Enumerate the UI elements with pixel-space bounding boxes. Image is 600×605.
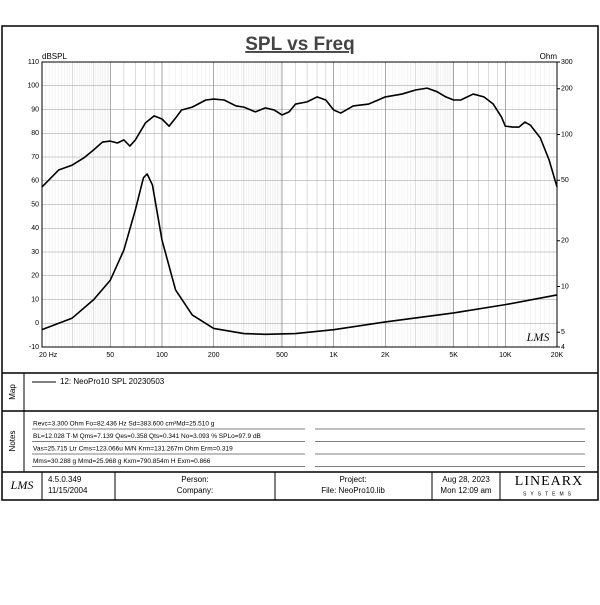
y2-tick-label: 50 xyxy=(561,177,569,184)
plot-border xyxy=(41,61,558,348)
outer-frame xyxy=(1,25,599,501)
map-label: Map xyxy=(8,384,17,400)
build-date: 11/15/2004 xyxy=(48,486,88,495)
y-tick-label: 40 xyxy=(31,225,39,232)
note-line: Vas=25.715 Ltr Cms=123.066u M/N Krm=131.… xyxy=(33,446,233,453)
y-axis-label: dBSPL xyxy=(42,52,67,61)
x-tick-label: 5K xyxy=(449,352,458,359)
y-tick-label: 20 xyxy=(31,273,39,280)
y-tick-label: 70 xyxy=(31,154,39,161)
spl-line xyxy=(41,87,558,188)
chart-title: SPL vs Freq xyxy=(245,34,354,55)
watermark: LMS xyxy=(526,330,550,344)
x-tick-label: 100 xyxy=(156,352,168,359)
x-tick-label: 10K xyxy=(499,352,512,359)
x-tick-label: 20K xyxy=(551,352,564,359)
run-time: Mon 12:09 am xyxy=(440,486,491,495)
x-tick-label: 200 xyxy=(208,352,220,359)
y2-axis-label: Ohm xyxy=(540,52,558,61)
impedance-line xyxy=(41,173,558,336)
y2-tick-label: 4 xyxy=(561,344,565,351)
footer: LMS 4.5.0.349 11/15/2004 Person: Company… xyxy=(10,472,583,500)
footer-logo: LMS xyxy=(10,478,34,492)
notes: Revc=3.300 Ohm Fo=82.436 Hz Sd=383.600 c… xyxy=(32,421,585,467)
x-tick-label: 50 xyxy=(106,352,114,359)
person: Person: xyxy=(181,475,209,484)
note-line: Mms=30.288 g Mmd=25.968 g Kxm=790.854m H… xyxy=(33,458,211,465)
plot: -10 0 10 20 30 40 50 60 70 80 90 100 110 4 5 10 20 50 100 2… xyxy=(27,59,572,359)
y-tick-label: 0 xyxy=(35,320,39,327)
brand-sub: SYSTEMS xyxy=(523,491,575,497)
y-tick-label: 80 xyxy=(31,130,39,137)
note-line: BL=12.028 T·M Qms=7.139 Qes=0.358 Qts=0.… xyxy=(33,433,261,440)
y-tick-label: 50 xyxy=(31,201,39,208)
y2-tick-label: 300 xyxy=(561,59,573,66)
x-tick-label: 2K xyxy=(381,352,390,359)
y-tick-label: 100 xyxy=(27,83,39,90)
file: File: NeoPro10.lib xyxy=(321,486,385,495)
y2-tick-label: 10 xyxy=(561,283,569,290)
notes-label: Notes xyxy=(8,431,17,452)
note-line: Revc=3.300 Ohm Fo=82.436 Hz Sd=383.600 c… xyxy=(33,421,215,428)
x-tick-label: 500 xyxy=(276,352,288,359)
run-date: Aug 28, 2023 xyxy=(442,475,490,484)
y2-tick-label: 100 xyxy=(561,131,573,138)
project: Project: xyxy=(339,475,366,484)
y-tick-label: 110 xyxy=(28,59,39,66)
y-tick-label: -10 xyxy=(29,344,39,351)
company: Company: xyxy=(177,486,213,495)
y2-tick-label: 200 xyxy=(561,86,573,93)
y-tick-label: 30 xyxy=(31,249,39,256)
y2-tick-label: 20 xyxy=(561,238,569,245)
y-tick-label: 10 xyxy=(31,296,39,303)
y-tick-label: 90 xyxy=(31,106,39,113)
x-tick-label: 1K xyxy=(329,352,338,359)
brand: LINEARX xyxy=(515,474,583,489)
y-tick-label: 60 xyxy=(31,178,39,185)
x-tick-label: 20 Hz xyxy=(39,352,58,359)
legend-text: 12: NeoPro10 SPL 20230503 xyxy=(60,377,165,386)
version: 4.5.0.349 xyxy=(48,475,82,484)
y2-tick-label: 5 xyxy=(561,329,565,336)
